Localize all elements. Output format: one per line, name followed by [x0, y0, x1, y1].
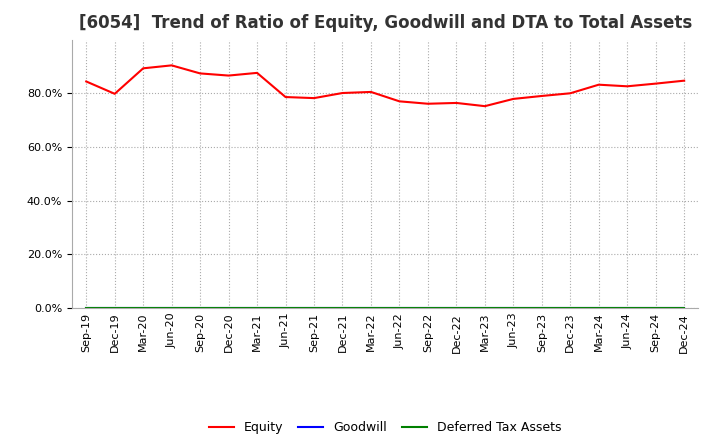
- Deferred Tax Assets: [282, 305, 290, 311]
- Deferred Tax Assets: [167, 305, 176, 311]
- Deferred Tax Assets: [566, 305, 575, 311]
- Goodwill: [196, 305, 204, 311]
- Goodwill: [623, 305, 631, 311]
- Deferred Tax Assets: [480, 305, 489, 311]
- Equity: [395, 99, 404, 104]
- Legend: Equity, Goodwill, Deferred Tax Assets: Equity, Goodwill, Deferred Tax Assets: [204, 416, 567, 439]
- Equity: [480, 103, 489, 109]
- Equity: [167, 63, 176, 68]
- Goodwill: [652, 305, 660, 311]
- Deferred Tax Assets: [366, 305, 375, 311]
- Title: [6054]  Trend of Ratio of Equity, Goodwill and DTA to Total Assets: [6054] Trend of Ratio of Equity, Goodwil…: [78, 15, 692, 33]
- Deferred Tax Assets: [395, 305, 404, 311]
- Equity: [282, 95, 290, 100]
- Goodwill: [167, 305, 176, 311]
- Equity: [566, 91, 575, 96]
- Equity: [680, 78, 688, 83]
- Deferred Tax Assets: [595, 305, 603, 311]
- Equity: [452, 100, 461, 106]
- Goodwill: [82, 305, 91, 311]
- Deferred Tax Assets: [652, 305, 660, 311]
- Deferred Tax Assets: [310, 305, 318, 311]
- Deferred Tax Assets: [225, 305, 233, 311]
- Equity: [110, 91, 119, 96]
- Equity: [366, 89, 375, 95]
- Goodwill: [423, 305, 432, 311]
- Equity: [139, 66, 148, 71]
- Deferred Tax Assets: [680, 305, 688, 311]
- Equity: [82, 79, 91, 84]
- Equity: [310, 95, 318, 101]
- Deferred Tax Assets: [139, 305, 148, 311]
- Goodwill: [310, 305, 318, 311]
- Equity: [196, 71, 204, 76]
- Goodwill: [282, 305, 290, 311]
- Equity: [623, 84, 631, 89]
- Equity: [423, 101, 432, 106]
- Equity: [595, 82, 603, 87]
- Equity: [253, 70, 261, 76]
- Goodwill: [595, 305, 603, 311]
- Goodwill: [480, 305, 489, 311]
- Deferred Tax Assets: [423, 305, 432, 311]
- Goodwill: [566, 305, 575, 311]
- Deferred Tax Assets: [452, 305, 461, 311]
- Equity: [225, 73, 233, 78]
- Goodwill: [366, 305, 375, 311]
- Equity: [652, 81, 660, 86]
- Equity: [338, 90, 347, 95]
- Goodwill: [110, 305, 119, 311]
- Deferred Tax Assets: [338, 305, 347, 311]
- Line: Equity: Equity: [86, 66, 684, 106]
- Deferred Tax Assets: [253, 305, 261, 311]
- Deferred Tax Assets: [82, 305, 91, 311]
- Goodwill: [139, 305, 148, 311]
- Equity: [537, 93, 546, 99]
- Deferred Tax Assets: [623, 305, 631, 311]
- Goodwill: [253, 305, 261, 311]
- Goodwill: [452, 305, 461, 311]
- Goodwill: [680, 305, 688, 311]
- Goodwill: [225, 305, 233, 311]
- Deferred Tax Assets: [110, 305, 119, 311]
- Goodwill: [338, 305, 347, 311]
- Goodwill: [509, 305, 518, 311]
- Goodwill: [537, 305, 546, 311]
- Deferred Tax Assets: [196, 305, 204, 311]
- Deferred Tax Assets: [537, 305, 546, 311]
- Goodwill: [395, 305, 404, 311]
- Equity: [509, 96, 518, 102]
- Deferred Tax Assets: [509, 305, 518, 311]
